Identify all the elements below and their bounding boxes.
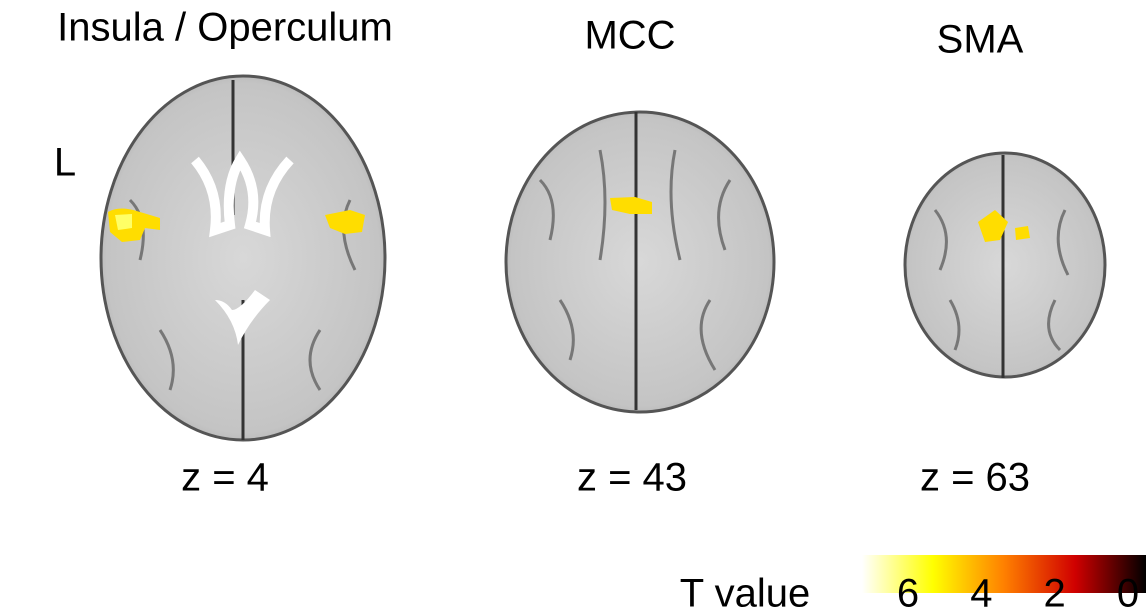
panel-title: Insula / Operculum xyxy=(57,6,393,50)
colorbar-tick-label: 4 xyxy=(970,572,992,615)
colorbar-tick-label: 0 xyxy=(1117,572,1139,615)
slice-label: z = 4 xyxy=(181,456,269,500)
colorbar-tick-label: 6 xyxy=(897,572,919,615)
side-label: L xyxy=(54,141,76,185)
brain-slice-3 xyxy=(905,153,1105,378)
colorbar-label: T value xyxy=(680,572,810,615)
slice-label: z = 63 xyxy=(920,456,1030,500)
panel-title: SMA xyxy=(937,18,1024,62)
figure: Insula / Operculum MCC SMA L z = 4 z = 4… xyxy=(0,0,1146,615)
panel-title: MCC xyxy=(584,14,675,58)
colorbar-tick-label: 2 xyxy=(1044,572,1066,615)
page: Insula / Operculum MCC SMA L z = 4 z = 4… xyxy=(0,0,1146,615)
slice-label: z = 43 xyxy=(577,456,687,500)
brain-slice-1 xyxy=(101,76,385,440)
brain-slice-2 xyxy=(506,112,774,412)
